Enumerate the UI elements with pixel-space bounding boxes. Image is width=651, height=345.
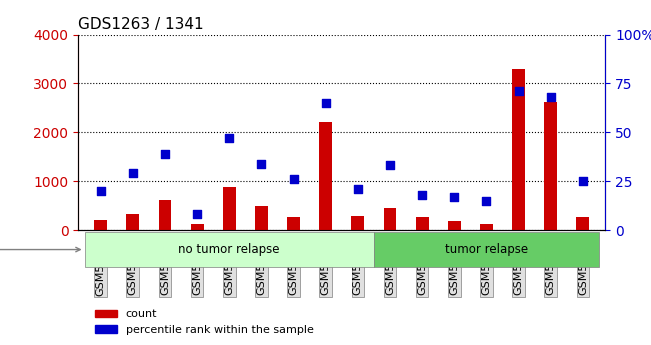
Bar [126,214,139,230]
Bar [287,217,300,230]
Bar [416,217,428,230]
Point [224,135,234,141]
Text: GDS1263 / 1341: GDS1263 / 1341 [78,17,204,32]
Point [417,192,427,198]
Text: tumor relapse: tumor relapse [445,243,528,256]
Bar [512,69,525,230]
Bar [319,122,332,230]
Point [481,198,492,204]
Point [449,194,460,199]
Point [192,211,202,217]
Bar [255,206,268,230]
Bar [544,102,557,230]
Point [288,176,299,182]
Point [320,100,331,106]
Point [546,94,556,100]
FancyBboxPatch shape [374,232,599,267]
Bar [94,220,107,230]
Point [159,151,170,157]
Bar [480,224,493,230]
Point [577,178,588,184]
Point [385,163,395,168]
Text: no tumor relapse: no tumor relapse [178,243,280,256]
FancyBboxPatch shape [85,232,374,267]
Bar [191,224,204,230]
Point [128,170,138,176]
Bar [158,200,171,230]
Bar [448,221,461,230]
Point [256,161,267,166]
Bar [383,208,396,230]
Bar [352,216,365,230]
Point [514,88,524,94]
Bar [577,217,589,230]
Legend: count, percentile rank within the sample: count, percentile rank within the sample [90,305,318,339]
Point [96,188,106,194]
Bar [223,187,236,230]
Text: disease state: disease state [0,245,80,255]
Point [353,186,363,192]
